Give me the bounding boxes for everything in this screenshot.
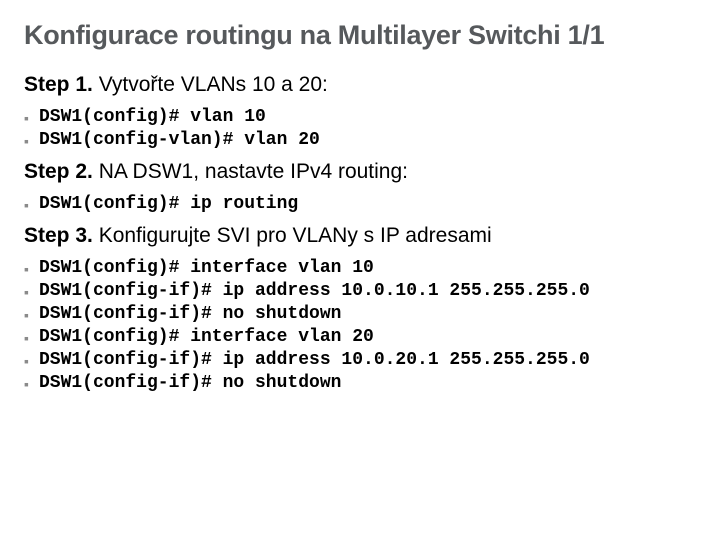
list-item: ▪ DSW1(config-if)# no shutdown bbox=[24, 304, 696, 324]
step-3-commands: ▪ DSW1(config)# interface vlan 10 ▪ DSW1… bbox=[24, 258, 696, 393]
bullet-icon: ▪ bbox=[24, 197, 29, 213]
list-item: ▪ DSW1(config-if)# ip address 10.0.20.1 … bbox=[24, 350, 696, 370]
command-text: DSW1(config)# interface vlan 10 bbox=[39, 258, 374, 278]
list-item: ▪ DSW1(config)# interface vlan 10 bbox=[24, 258, 696, 278]
command-text: DSW1(config)# interface vlan 20 bbox=[39, 327, 374, 347]
step-3-heading: Step 3. Konfigurujte SVI pro VLANy s IP … bbox=[24, 224, 696, 248]
step-1-commands: ▪ DSW1(config)# vlan 10 ▪ DSW1(config-vl… bbox=[24, 107, 696, 150]
command-text: DSW1(config)# vlan 10 bbox=[39, 107, 266, 127]
step-1-heading: Step 1. Vytvořte VLANs 10 a 20: bbox=[24, 73, 696, 97]
bullet-icon: ▪ bbox=[24, 261, 29, 277]
bullet-icon: ▪ bbox=[24, 110, 29, 126]
command-text: DSW1(config-vlan)# vlan 20 bbox=[39, 130, 320, 150]
bullet-icon: ▪ bbox=[24, 376, 29, 392]
list-item: ▪ DSW1(config-if)# no shutdown bbox=[24, 373, 696, 393]
list-item: ▪ DSW1(config)# interface vlan 20 bbox=[24, 327, 696, 347]
list-item: ▪ DSW1(config-if)# ip address 10.0.10.1 … bbox=[24, 281, 696, 301]
command-text: DSW1(config-if)# ip address 10.0.10.1 25… bbox=[39, 281, 590, 301]
list-item: ▪ DSW1(config)# vlan 10 bbox=[24, 107, 696, 127]
list-item: ▪ DSW1(config)# ip routing bbox=[24, 194, 696, 214]
step-3: Step 3. Konfigurujte SVI pro VLANy s IP … bbox=[24, 224, 696, 393]
list-item: ▪ DSW1(config-vlan)# vlan 20 bbox=[24, 130, 696, 150]
bullet-icon: ▪ bbox=[24, 353, 29, 369]
page-title: Konfigurace routingu na Multilayer Switc… bbox=[24, 20, 696, 51]
step-2: Step 2. NA DSW1, nastavte IPv4 routing: … bbox=[24, 160, 696, 214]
step-2-heading: Step 2. NA DSW1, nastavte IPv4 routing: bbox=[24, 160, 696, 184]
bullet-icon: ▪ bbox=[24, 133, 29, 149]
bullet-icon: ▪ bbox=[24, 284, 29, 300]
bullet-icon: ▪ bbox=[24, 307, 29, 323]
step-2-commands: ▪ DSW1(config)# ip routing bbox=[24, 194, 696, 214]
step-1: Step 1. Vytvořte VLANs 10 a 20: ▪ DSW1(c… bbox=[24, 73, 696, 150]
command-text: DSW1(config-if)# ip address 10.0.20.1 25… bbox=[39, 350, 590, 370]
command-text: DSW1(config)# ip routing bbox=[39, 194, 298, 214]
command-text: DSW1(config-if)# no shutdown bbox=[39, 304, 341, 324]
command-text: DSW1(config-if)# no shutdown bbox=[39, 373, 341, 393]
bullet-icon: ▪ bbox=[24, 330, 29, 346]
